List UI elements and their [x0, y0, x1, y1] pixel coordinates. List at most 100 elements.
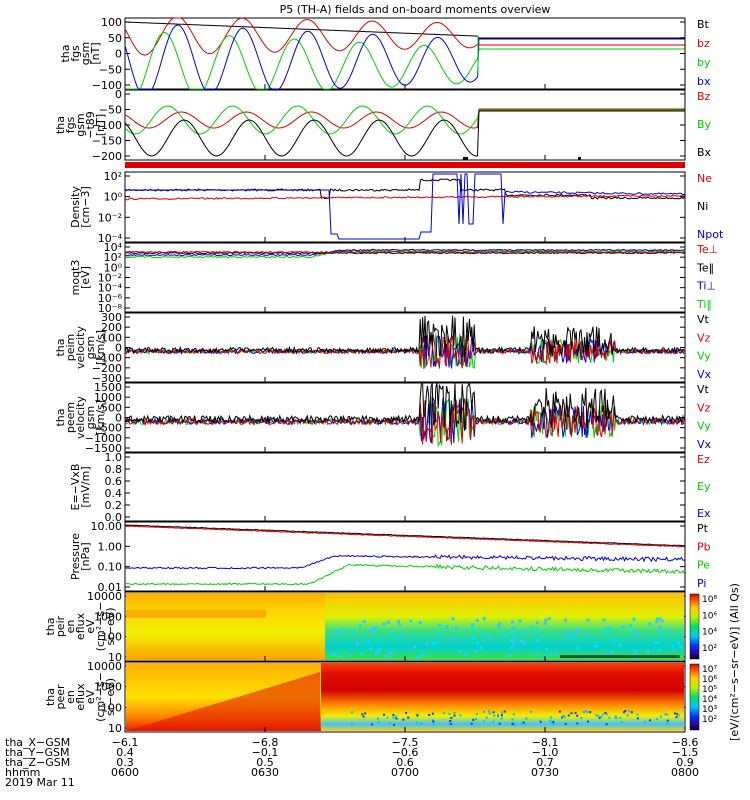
- y-axis-label-line: peim: [64, 334, 77, 362]
- series-bz: [124, 17, 685, 56]
- footer-value: 0.6: [396, 756, 414, 769]
- legend-entry: Ni: [697, 200, 708, 213]
- spectrogram-speckle: [374, 652, 378, 656]
- y-tick-label: 100: [101, 631, 122, 644]
- spectrogram-speckle: [425, 642, 429, 646]
- spectrogram-speckle: [678, 645, 682, 649]
- spectrogram-speckle: [485, 716, 488, 719]
- footer-row-label: hhmm: [5, 766, 40, 779]
- y-tick-label: −1000: [85, 432, 122, 445]
- y-axis-label-line: eflux: [74, 683, 87, 711]
- spectrogram-speckle: [606, 631, 610, 635]
- y-axis-label-line: tha: [54, 408, 67, 426]
- spectrogram-speckle: [448, 712, 451, 715]
- y-tick-label: 10⁻⁶: [98, 292, 123, 305]
- spectrogram-speckle: [632, 652, 636, 656]
- y-axis-label-line: tha: [44, 688, 57, 706]
- spectrogram-speckle: [636, 713, 639, 716]
- spectrogram-speckle: [351, 723, 354, 726]
- y-tick-label: 0.4: [105, 487, 123, 500]
- spectrogram-speckle: [677, 714, 680, 717]
- plot-title: P5 (TH-A) fields and on-board moments ov…: [280, 3, 551, 16]
- spectrogram-speckle: [372, 626, 375, 630]
- y-tick-label: 0.2: [105, 499, 123, 512]
- spectrogram-speckle: [561, 716, 564, 719]
- spectrogram-speckle: [401, 631, 405, 635]
- spectrogram-speckle: [609, 626, 613, 630]
- y-tick-label: −100: [92, 79, 122, 92]
- y-axis-label-line: eV: [84, 619, 97, 634]
- spectrogram-speckle: [396, 620, 400, 624]
- spectrogram-speckle: [536, 621, 539, 625]
- y-axis-label-line: sr−eV): [104, 678, 117, 716]
- spectrogram-speckle: [508, 653, 512, 657]
- spectrogram-speckle: [497, 714, 500, 717]
- y-tick-label: 0.10: [98, 561, 123, 574]
- panel-frame: [124, 171, 686, 243]
- spectrogram-speckle: [376, 650, 380, 654]
- series-pt: [124, 524, 685, 547]
- footer-value: 0630: [251, 766, 279, 779]
- spectrogram-speckle: [574, 712, 577, 715]
- y-tick-label: −150: [92, 135, 122, 148]
- spectrogram-speckle: [658, 625, 662, 629]
- spectrogram-speckle: [510, 639, 514, 643]
- y-tick-label: 0: [115, 412, 122, 425]
- spectrogram-speckle: [626, 714, 629, 717]
- spectrogram-ramp: [126, 672, 320, 731]
- spectrogram-speckle: [582, 711, 585, 714]
- y-tick-label: −200: [92, 150, 122, 163]
- spectrogram-speckle: [511, 722, 514, 725]
- spectrogram-speckle: [666, 722, 669, 725]
- spectrogram-speckle: [393, 723, 396, 726]
- spectrogram-speckle: [428, 714, 431, 716]
- spectrogram-speckle: [454, 626, 458, 630]
- y-tick-label: 1500: [94, 381, 122, 394]
- y-axis-label-line: [nT]: [94, 114, 107, 136]
- spectrogram-speckle: [564, 722, 567, 725]
- y-tick-label: −100: [92, 352, 122, 365]
- colorbar-label-text: [eV/(cm²−s−sr−eV)] (All Qs): [728, 583, 741, 741]
- spectrogram-speckle: [364, 712, 367, 715]
- spectrogram-speckle: [500, 717, 503, 720]
- spectrogram-speckle: [511, 718, 514, 721]
- spectrogram-speckle: [398, 623, 402, 627]
- spectrogram-speckle: [348, 653, 352, 657]
- spectrogram-speckle: [431, 712, 434, 715]
- spectrogram-speckle: [413, 645, 417, 649]
- spectrogram-speckle: [563, 635, 567, 639]
- spectrogram-speckle: [464, 653, 468, 657]
- spectrogram-speckle: [628, 710, 631, 713]
- y-axis-label-line: [nT]: [89, 42, 102, 64]
- spectrogram-speckle: [522, 721, 525, 724]
- spectrogram-speckle: [501, 711, 504, 714]
- panel-peer: 10000100010010thapeerenefluxeV(cm²−s−sr−…: [44, 660, 717, 735]
- spectrogram-speckle: [503, 710, 506, 713]
- spectrogram-gap: [560, 655, 680, 658]
- footer-value: 0700: [391, 766, 419, 779]
- spectrogram-speckle: [418, 620, 422, 624]
- spectrogram-speckle: [513, 635, 517, 639]
- spectrogram-speckle: [488, 712, 491, 715]
- spectrogram-speckle: [487, 637, 491, 641]
- spectrogram-speckle: [420, 722, 423, 725]
- legend-entry: By: [697, 118, 712, 131]
- colorbar-tick-label: 10²: [702, 715, 717, 725]
- spectrogram-speckle: [563, 715, 566, 718]
- status-mark: [463, 157, 468, 160]
- y-axis-label-line: en: [64, 690, 77, 704]
- y-tick-label: 0.8: [105, 463, 123, 476]
- series-te-perp: [124, 250, 685, 254]
- y-tick-label: 1.00: [98, 540, 123, 553]
- spectrogram-speckle: [378, 648, 382, 651]
- spectrogram-speckle: [398, 636, 401, 640]
- y-axis-label-line: gsm: [84, 406, 97, 429]
- spectrogram-speckle: [666, 713, 669, 716]
- spectrogram-speckle: [450, 723, 453, 726]
- spectrogram-speckle: [387, 651, 391, 655]
- spectrogram-speckle: [518, 619, 522, 623]
- spectrogram-speckle: [389, 651, 393, 655]
- spectrogram-speckle: [483, 710, 486, 713]
- footer-value: 0730: [531, 766, 559, 779]
- spectrogram-speckle: [362, 620, 366, 623]
